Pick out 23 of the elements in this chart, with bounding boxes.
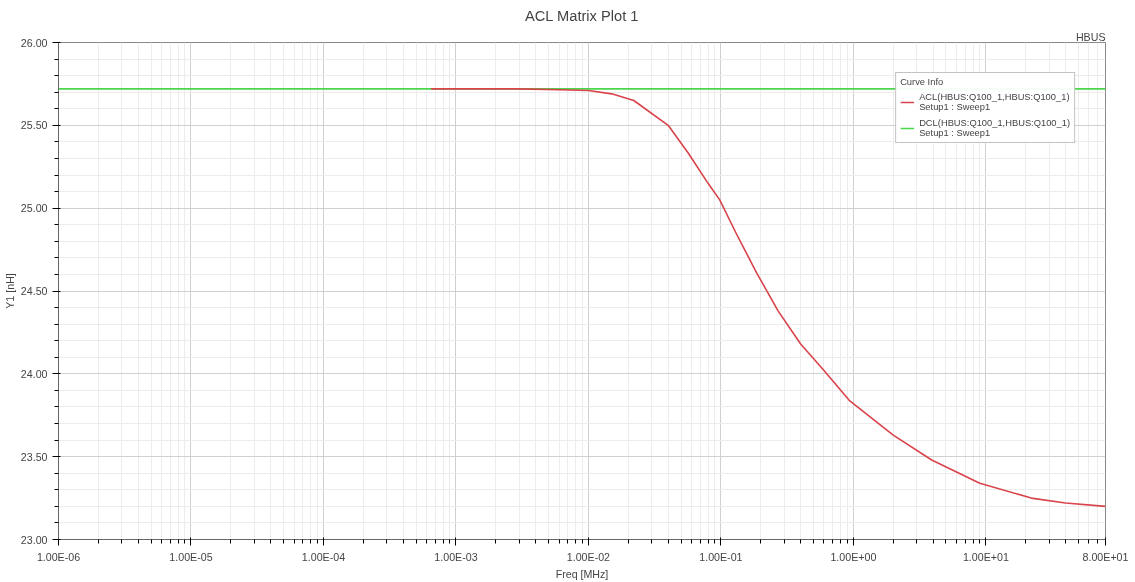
x-tick-label: 1.00E-06 [36, 550, 81, 563]
x-tick-label: 1.00E+01 [962, 550, 1009, 563]
y-tick-label: 26.00 [20, 36, 48, 49]
text: HBUS [1075, 30, 1106, 43]
legend-title: Curve Info [900, 77, 945, 87]
y-tick-label: 24.00 [20, 367, 48, 380]
x-tick-label: 1.00E+00 [830, 550, 877, 563]
legend-label: ACL(HBUS:Q100_1,HBUS:Q100_1) Setup1 : Sweep1 [919, 92, 1070, 112]
x-axis-title: Freq [MHz] [555, 567, 609, 580]
x-tick-label: 1.00E-03 [434, 550, 478, 563]
chart-title: ACL Matrix Plot 1 [524, 7, 639, 24]
legend-label: DCL(HBUS:Q100_1,HBUS:Q100_1) Setup1 : Sweep1 [919, 118, 1070, 138]
x-tick-label: 1.00E-04 [301, 550, 346, 563]
y-tick-label: 25.00 [20, 202, 48, 215]
x-tick-label: 8.00E+01 [1082, 550, 1129, 563]
y-tick-label: 23.50 [20, 450, 48, 463]
y-tick-label: 25.50 [20, 119, 48, 132]
y-tick-label: 23.00 [20, 533, 48, 546]
x-tick-label: 1.00E-01 [699, 550, 743, 563]
y-tick-label: 24.50 [20, 285, 48, 297]
x-tick-label: 1.00E-05 [169, 550, 213, 563]
x-tick-label: 1.00E-02 [566, 550, 611, 563]
y-axis-title: Y1 [nH] [3, 273, 16, 309]
